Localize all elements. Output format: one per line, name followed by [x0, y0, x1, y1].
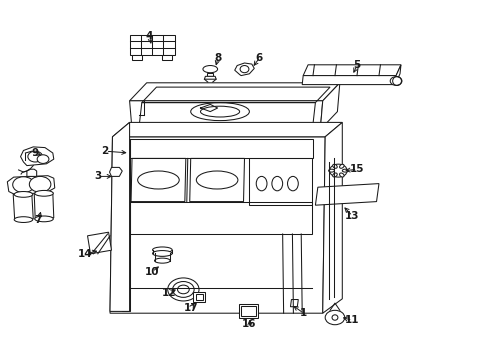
- Ellipse shape: [328, 169, 334, 172]
- Text: 12: 12: [161, 288, 176, 298]
- Polygon shape: [238, 304, 258, 318]
- Circle shape: [389, 77, 401, 85]
- Ellipse shape: [240, 66, 248, 73]
- Polygon shape: [302, 76, 395, 85]
- Polygon shape: [112, 122, 342, 137]
- Ellipse shape: [154, 251, 170, 256]
- Circle shape: [29, 176, 51, 192]
- Ellipse shape: [14, 217, 33, 222]
- Ellipse shape: [332, 164, 337, 168]
- Circle shape: [13, 177, 34, 193]
- Text: 3: 3: [94, 171, 101, 181]
- Polygon shape: [303, 65, 400, 76]
- Polygon shape: [207, 73, 213, 76]
- Circle shape: [177, 285, 189, 294]
- Ellipse shape: [35, 216, 53, 222]
- Polygon shape: [20, 147, 54, 166]
- Polygon shape: [394, 65, 400, 85]
- Text: 15: 15: [349, 164, 364, 174]
- Ellipse shape: [332, 173, 337, 177]
- Polygon shape: [204, 76, 216, 79]
- Polygon shape: [34, 193, 54, 219]
- Polygon shape: [315, 184, 378, 205]
- Ellipse shape: [339, 164, 344, 168]
- Polygon shape: [320, 83, 339, 130]
- Text: 2: 2: [102, 146, 108, 156]
- Polygon shape: [87, 232, 111, 254]
- Text: 10: 10: [144, 267, 159, 277]
- Text: 14: 14: [78, 249, 93, 259]
- Polygon shape: [193, 292, 205, 302]
- Circle shape: [172, 282, 194, 297]
- Polygon shape: [13, 194, 33, 220]
- Polygon shape: [322, 122, 342, 313]
- Ellipse shape: [339, 173, 344, 177]
- Text: 9: 9: [32, 148, 39, 158]
- Polygon shape: [129, 35, 174, 55]
- Text: 4: 4: [145, 31, 153, 41]
- Text: 1: 1: [299, 308, 306, 318]
- Ellipse shape: [14, 192, 33, 197]
- Ellipse shape: [35, 190, 53, 196]
- Text: 8: 8: [214, 53, 221, 63]
- Polygon shape: [290, 300, 298, 307]
- Circle shape: [167, 278, 199, 301]
- Text: 11: 11: [344, 315, 359, 325]
- Polygon shape: [129, 101, 322, 130]
- Text: 6: 6: [255, 53, 262, 63]
- Ellipse shape: [154, 258, 170, 263]
- Polygon shape: [132, 55, 142, 60]
- Polygon shape: [7, 176, 55, 194]
- Circle shape: [28, 151, 42, 162]
- Circle shape: [329, 164, 346, 177]
- Ellipse shape: [152, 247, 172, 253]
- Polygon shape: [110, 122, 129, 311]
- Polygon shape: [162, 55, 172, 60]
- Polygon shape: [234, 63, 254, 76]
- Ellipse shape: [152, 251, 172, 256]
- Text: 5: 5: [353, 60, 360, 70]
- Text: 13: 13: [344, 211, 359, 221]
- Polygon shape: [129, 83, 339, 101]
- Polygon shape: [109, 167, 122, 176]
- Text: 17: 17: [183, 303, 198, 313]
- Circle shape: [325, 310, 344, 325]
- Text: 7: 7: [34, 215, 42, 225]
- Polygon shape: [27, 169, 37, 176]
- Ellipse shape: [331, 315, 337, 320]
- Ellipse shape: [342, 169, 347, 172]
- Polygon shape: [110, 137, 325, 313]
- Circle shape: [37, 155, 49, 163]
- Ellipse shape: [203, 66, 217, 73]
- Text: 16: 16: [242, 319, 256, 329]
